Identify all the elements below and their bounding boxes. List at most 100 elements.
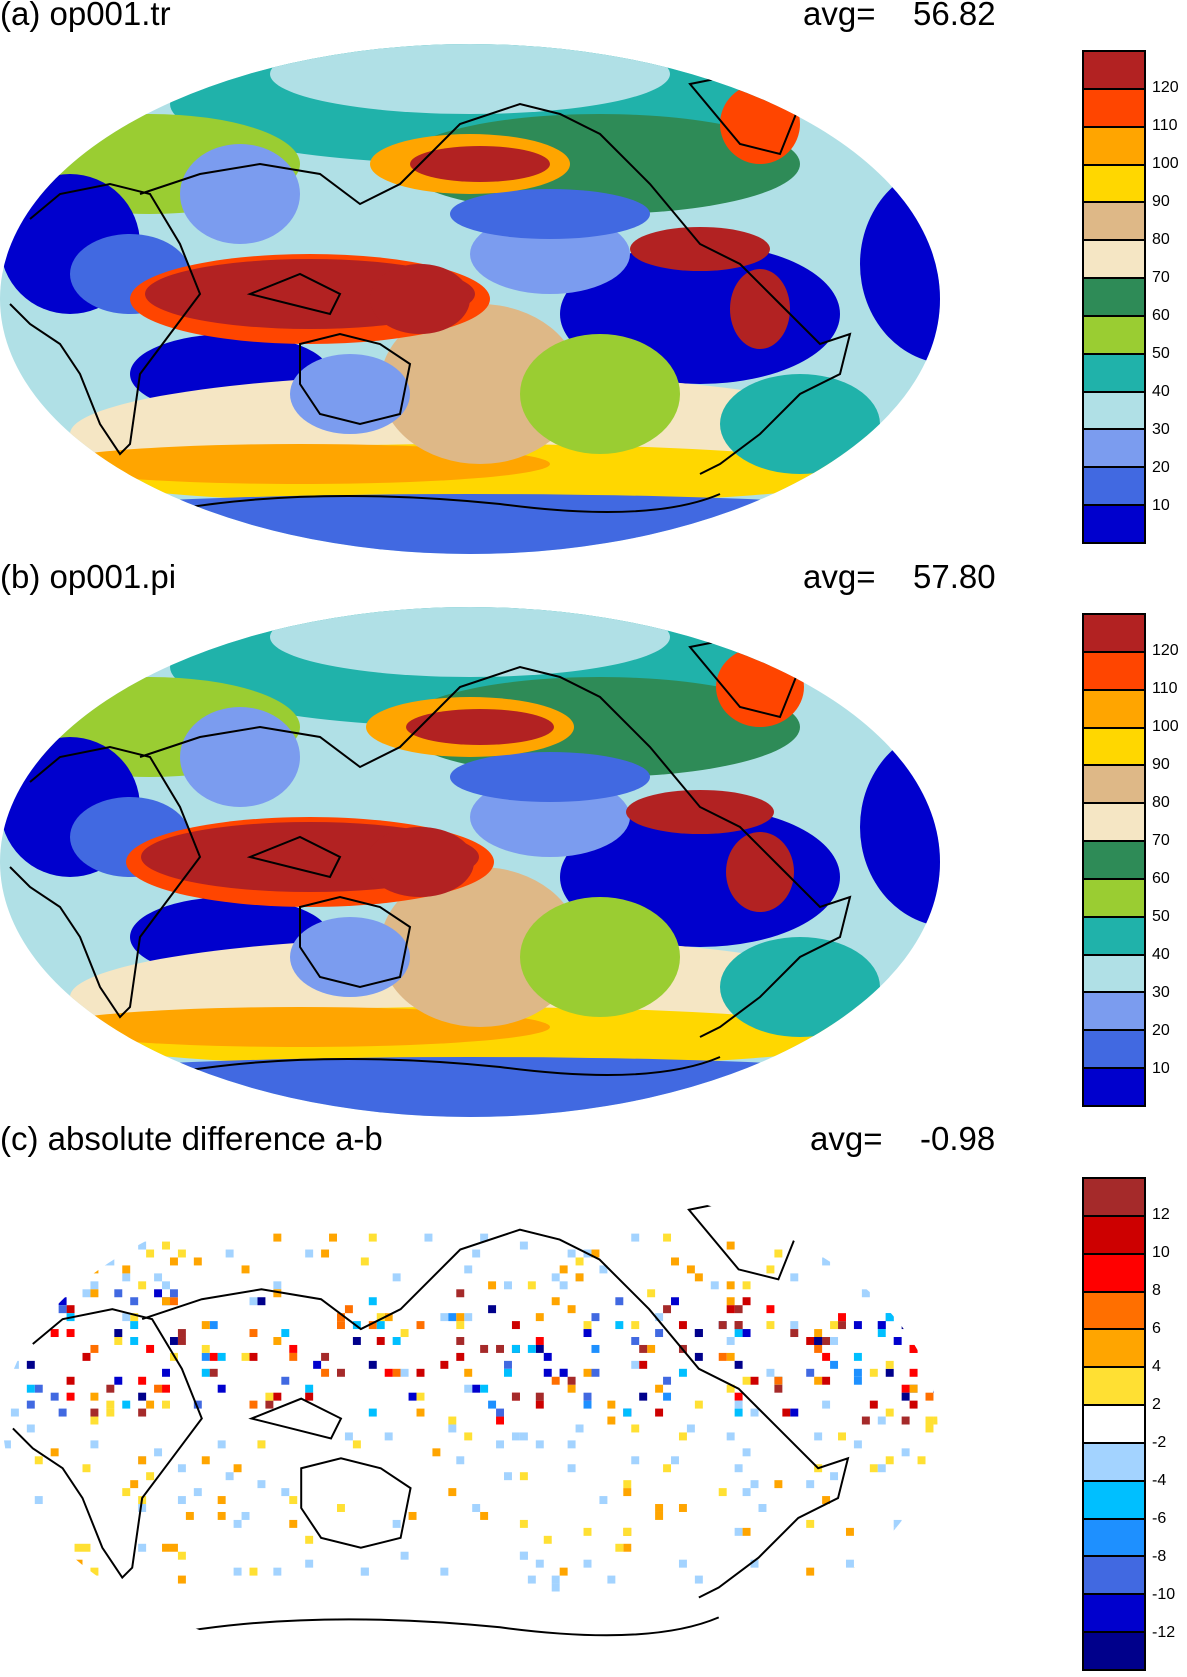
diff-cell <box>901 1448 910 1457</box>
diff-cell <box>551 1273 560 1282</box>
diff-cell <box>655 1313 664 1322</box>
diff-cell <box>146 1472 155 1481</box>
colorbar-a-tick-label: 110 <box>1152 117 1178 134</box>
diff-cell <box>726 1297 735 1306</box>
panel-a-avg-label: avg= <box>803 0 876 32</box>
diff-cell <box>106 1400 115 1409</box>
map-field-group <box>2 1170 938 1677</box>
diff-cell <box>336 1368 345 1377</box>
diff-cell <box>257 1480 266 1489</box>
colorbar-c-swatch <box>1084 1406 1144 1444</box>
diff-cell <box>655 1511 664 1520</box>
diff-cell <box>845 1527 854 1536</box>
diff-cell <box>368 1233 377 1242</box>
diff-cell <box>408 1511 417 1520</box>
colorbar-a <box>1082 50 1146 544</box>
diff-cell <box>861 1416 870 1425</box>
map-field <box>180 707 300 807</box>
diff-cell <box>822 1352 831 1361</box>
diff-cell <box>734 1360 743 1369</box>
diff-cell <box>154 1273 163 1282</box>
diff-cell <box>559 1281 568 1290</box>
diff-cell <box>273 1337 282 1345</box>
colorbar-c-swatch <box>1084 1519 1144 1558</box>
diff-cell <box>885 1456 894 1465</box>
diff-cell <box>281 1488 290 1497</box>
diff-cell <box>193 1257 202 1266</box>
diff-cell <box>678 1504 687 1512</box>
diff-cell <box>392 1337 401 1345</box>
panel-c-avg-label: avg= <box>810 1120 883 1157</box>
colorbar-a-swatch <box>1084 165 1144 204</box>
map-field-group <box>0 607 940 1117</box>
map-field <box>410 146 550 182</box>
colorbar-b-swatch <box>1084 1031 1144 1070</box>
map-field <box>380 304 580 464</box>
diff-cell <box>830 1472 839 1481</box>
diff-cell <box>877 1329 886 1338</box>
diff-cell <box>814 1376 823 1385</box>
diff-cell <box>233 1519 242 1528</box>
colorbar-c-swatch <box>1084 1557 1144 1596</box>
diff-cell <box>249 1400 258 1409</box>
map-field <box>716 647 804 727</box>
diff-cell <box>122 1313 131 1322</box>
diff-cell <box>623 1527 632 1536</box>
diff-cell <box>90 1281 99 1290</box>
colorbar-b-swatch <box>1084 652 1144 691</box>
map-field <box>630 227 770 271</box>
diff-cell <box>845 1559 854 1568</box>
diff-cell <box>106 1257 115 1266</box>
diff-cell <box>742 1281 751 1290</box>
diff-cell <box>58 1305 67 1314</box>
colorbar-b-swatch <box>1084 804 1144 843</box>
diff-cell <box>575 1273 584 1282</box>
diff-cell <box>504 1360 512 1369</box>
diff-cell <box>58 1241 67 1250</box>
diff-cell <box>535 1559 544 1568</box>
diff-cell <box>440 1567 449 1576</box>
diff-cell <box>583 1329 592 1338</box>
colorbar-c-tick-label: 4 <box>1152 1358 1161 1375</box>
diff-cell <box>591 1313 600 1322</box>
diff-cell <box>893 1519 902 1528</box>
diff-cell <box>750 1480 759 1489</box>
diff-cell <box>917 1289 926 1298</box>
diff-cell <box>472 1504 481 1512</box>
colorbar-b-swatch <box>1084 879 1144 918</box>
colorbar-c-tick-label: 12 <box>1152 1206 1170 1223</box>
diff-cell <box>74 1543 83 1552</box>
diff-cell <box>273 1392 282 1401</box>
diff-cell <box>321 1352 330 1361</box>
diff-cell <box>18 1241 27 1250</box>
diff-cell <box>583 1559 592 1568</box>
diff-cell <box>480 1233 489 1242</box>
diff-cell <box>567 1464 576 1473</box>
colorbar-b-swatch <box>1084 842 1144 880</box>
diff-cell <box>750 1408 759 1417</box>
diff-cell <box>861 1265 870 1274</box>
diff-cell <box>726 1337 735 1345</box>
diff-cell <box>249 1297 258 1306</box>
diff-cell <box>90 1416 99 1425</box>
diff-cell <box>217 1496 226 1505</box>
diff-cell <box>655 1504 664 1512</box>
diff-cell <box>464 1313 473 1322</box>
diff-cell <box>901 1384 910 1393</box>
diff-cell <box>567 1376 576 1385</box>
map-field <box>270 607 670 677</box>
colorbar-a-tick-label: 60 <box>1152 307 1170 324</box>
diff-cell <box>631 1456 640 1465</box>
colorbar-a-swatch <box>1084 279 1144 317</box>
diff-cell <box>567 1384 576 1393</box>
diff-cell <box>90 1392 99 1401</box>
diff-cell <box>726 1352 735 1361</box>
map-field <box>860 164 940 364</box>
diff-cell <box>623 1480 632 1489</box>
coastline <box>299 895 412 989</box>
diff-cell <box>162 1281 170 1290</box>
diff-cell <box>511 1344 520 1353</box>
diff-cell <box>885 1360 894 1369</box>
colorbar-a-swatch <box>1084 430 1144 469</box>
diff-cell <box>162 1384 170 1393</box>
